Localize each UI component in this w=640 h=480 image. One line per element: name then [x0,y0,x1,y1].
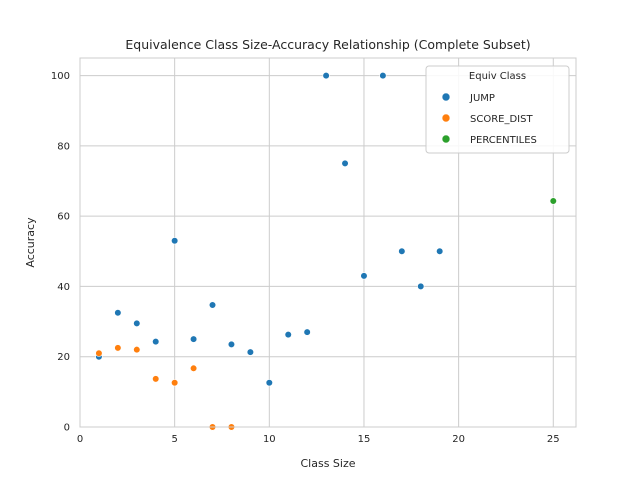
x-tick-label: 15 [358,434,371,445]
point-jump [114,309,122,317]
point-jump [303,328,311,336]
point-score-dist [114,344,122,352]
y-tick-label: 20 [57,352,70,363]
point-jump [341,159,349,168]
legend-marker-jump [441,92,451,102]
point-jump [152,338,160,346]
x-tick-label: 5 [171,434,177,445]
point-jump [379,71,387,80]
x-tick-labels: 0 5 10 15 20 25 [77,434,560,445]
point-percentiles [549,197,557,205]
legend-box [425,65,570,154]
plot-frame [79,57,577,428]
legend-title: Equiv Class [469,71,526,82]
point-jump [322,71,330,80]
point-jump [133,319,141,327]
legend-items: JUMP SCORE_DIST PERCENTILES [441,92,537,146]
legend-label-score-dist: SCORE_DIST [470,114,533,125]
point-jump [265,379,273,387]
point-jump [360,272,368,280]
y-tick-label: 40 [57,282,70,293]
legend-marker-score-dist [441,113,451,123]
point-jump [208,301,217,309]
data-points [95,71,557,431]
point-score-dist [171,379,179,387]
point-jump [436,247,444,255]
point-jump [189,335,198,343]
point-jump [284,330,292,339]
legend-marker-percentiles [441,134,451,144]
chart-title: Equivalence Class Size-Accuracy Relation… [125,37,530,52]
point-score-dist [189,364,198,372]
x-tick-label: 10 [263,434,276,445]
y-tick-label: 0 [64,423,70,434]
y-tick-labels: 0 20 40 60 80 100 [51,71,70,433]
legend-label-percentiles: PERCENTILES [470,135,537,146]
x-tick-label: 20 [452,434,465,445]
legend-label-jump: JUMP [469,93,495,104]
x-axis-label: Class Size [300,457,355,470]
y-tick-label: 100 [51,71,70,82]
point-jump [398,247,406,255]
point-score-dist [152,375,160,383]
point-score-dist [133,346,141,354]
y-tick-label: 80 [57,141,70,152]
point-score-dist [95,349,103,357]
x-tick-label: 0 [77,434,83,445]
point-jump [417,282,425,291]
x-tick-label: 25 [547,434,560,445]
point-jump [171,237,179,245]
point-jump [227,340,236,349]
y-tick-label: 60 [57,212,70,223]
legend: Equiv Class JUMP SCORE_DIST PERCENTILES [425,65,570,154]
point-jump [246,348,254,356]
y-axis-label: Accuracy [24,217,37,268]
